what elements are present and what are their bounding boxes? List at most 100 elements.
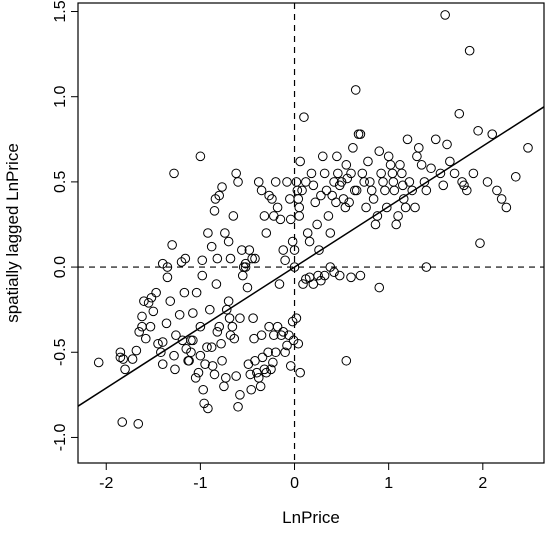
data-point [285,361,296,371]
data-point [269,211,279,221]
data-point [412,151,422,162]
data-point [224,313,235,323]
data-point [229,333,240,344]
data-point [346,168,356,179]
data-point [157,359,168,369]
data-point [240,262,251,272]
data-point [376,168,386,179]
data-point [261,228,272,238]
data-point [487,129,498,139]
data-point [295,367,305,378]
data-point [346,272,356,283]
data-point [308,180,319,191]
data-point [171,330,181,341]
data-point [313,270,323,281]
data-point [454,108,465,119]
data-point [255,381,266,392]
data-point [220,228,230,238]
data-point [140,333,151,344]
data-point [374,282,385,293]
data-point [191,287,202,298]
data-point [475,238,485,249]
data-point [247,253,257,264]
data-point [169,168,179,179]
data-point [264,321,274,332]
data-point [291,177,302,187]
data-point [268,357,278,368]
data-point [235,313,245,323]
data-point [188,308,198,318]
data-point [380,185,390,196]
data-point [325,228,336,238]
data-point [225,330,236,341]
data-point [186,347,196,358]
data-point [117,417,128,427]
data-point [186,335,196,346]
data-point [263,347,273,358]
data-point [336,177,347,187]
data-point [430,134,441,145]
data-point [510,171,521,182]
data-point [421,185,432,196]
y-tick-label: 1.5 [52,0,69,22]
data-point [145,321,156,332]
data-point [233,401,243,412]
data-point [329,267,339,277]
data-point [387,168,398,179]
data-point [120,364,130,375]
data-point [267,194,277,204]
y-axis-label: spatially lagged LnPrice [3,143,22,323]
data-point [203,403,213,414]
data-point [212,327,223,337]
y-tick-label: 1.0 [52,85,69,107]
data-point [253,177,264,187]
data-point [440,10,450,20]
data-point [270,177,281,187]
data-point [151,287,161,298]
data-point [278,245,289,255]
data-point [202,342,212,352]
data-point [212,253,223,264]
data-point [407,185,418,196]
data-point [190,373,201,383]
data-point [282,340,292,351]
data-point [321,185,332,196]
data-point [462,185,472,196]
data-point [278,327,289,337]
x-tick-label: 1 [384,475,393,492]
data-point [127,354,138,364]
data-point [393,211,403,221]
data-point [197,270,208,281]
data-point [193,367,204,378]
data-point [256,330,267,341]
y-tick-label: -0.5 [52,338,69,366]
data-point [131,345,142,356]
data-point [501,202,512,213]
data-point [435,168,446,179]
data-point [165,296,176,306]
data-point [118,354,128,364]
data-point [312,219,322,230]
data-point [143,298,154,308]
data-point [146,292,157,303]
data-point [385,160,396,170]
data-point [285,194,295,204]
data-point [207,361,218,371]
data-point [115,352,126,363]
data-point [274,279,285,289]
data-point [341,355,352,366]
x-tick-label: 0 [290,475,299,492]
data-point [214,321,225,332]
plot-frame [77,2,545,464]
data-point [223,236,234,247]
data-point [317,151,328,162]
data-point [133,419,144,429]
data-point [388,177,399,187]
data-point [353,129,364,139]
data-point [248,313,258,323]
y-tick-label: 0.0 [52,256,69,278]
data-point [217,182,227,192]
data-point [287,316,298,327]
data-point [275,214,286,225]
data-point [272,202,283,213]
